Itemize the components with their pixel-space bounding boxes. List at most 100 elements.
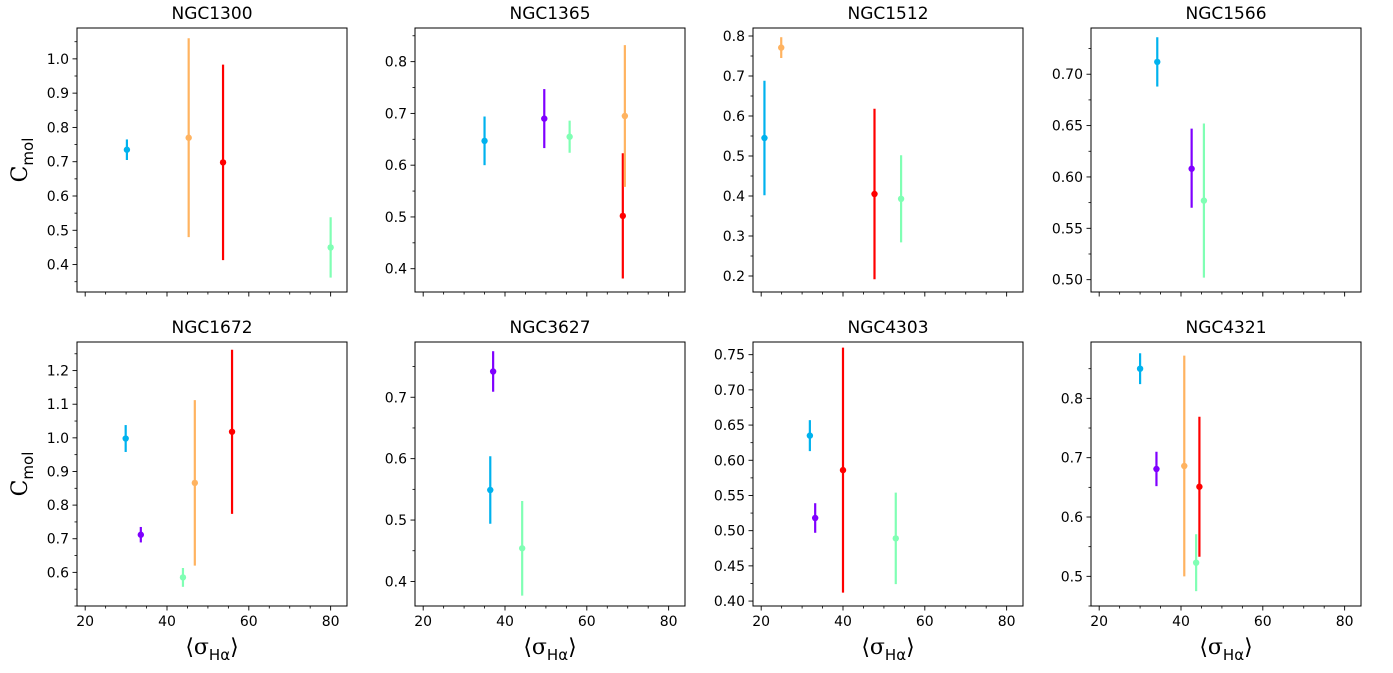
y-tick-label: 0.45	[714, 559, 745, 575]
data-point-mint	[180, 574, 186, 580]
data-point-red	[229, 429, 235, 435]
panel-title: NGC1672	[171, 318, 252, 338]
x-tick-label: 80	[660, 614, 678, 630]
panel-title: NGC1365	[509, 4, 590, 24]
data-point-orange	[778, 44, 784, 50]
data-point-cyan	[761, 135, 767, 141]
x-tick-label: 80	[1336, 614, 1354, 630]
data-point-mint	[1201, 197, 1207, 203]
data-point-cyan	[487, 487, 493, 493]
y-tick-label: 0.6	[1061, 510, 1083, 526]
y-tick-label: 0.8	[47, 120, 69, 136]
data-point-purple	[138, 532, 144, 538]
y-tick-label: 0.8	[1061, 391, 1083, 407]
y-tick-label: 0.5	[1061, 569, 1083, 585]
panel-title: NGC1566	[1185, 4, 1266, 24]
y-tick-label: 0.6	[385, 452, 407, 468]
x-axis-label: ⟨σHα⟩	[185, 635, 238, 664]
panel-ngc1365: NGC1365 0.4 0.5 0.6 0.7 0.8	[385, 4, 685, 297]
y-axis-label: Cmol	[8, 138, 37, 183]
data-point-mint	[898, 196, 904, 202]
y-tick-label: 0.6	[385, 158, 407, 174]
panel-title: NGC1512	[847, 4, 928, 24]
panel-title: NGC3627	[509, 318, 590, 338]
x-tick-label: 20	[752, 614, 770, 630]
y-tick-label: 0.50	[1052, 273, 1083, 289]
y-tick-label: 0.7	[385, 390, 407, 406]
axes-frame	[415, 342, 685, 606]
x-tick-label: 20	[1090, 614, 1108, 630]
y-tick-label: 0.4	[723, 189, 745, 205]
panel-ngc1672: NGC1672 0.6 0.7 0.8 0.9 1.0 1.1 1.2 20 40 60 80 Cmol…	[8, 318, 347, 664]
data-point-mint	[1193, 559, 1199, 565]
y-tick-label: 0.70	[714, 383, 745, 399]
y-tick-label: 0.4	[385, 574, 407, 590]
x-tick-label: 40	[1172, 614, 1190, 630]
x-tick-label: 20	[414, 614, 432, 630]
y-axis-label: Cmol	[8, 452, 37, 497]
y-tick-label: 0.7	[47, 155, 69, 171]
data-point-red	[220, 159, 226, 165]
y-tick-label: 1.2	[47, 364, 69, 380]
y-tick-label: 0.9	[47, 464, 69, 480]
data-point-orange	[622, 113, 628, 119]
panel-ngc4303: NGC4303 0.40 0.45 0.50 0.55 0.60 0.65 0.70 0.75 2…	[714, 318, 1023, 664]
panel-ngc3627: NGC3627 0.4 0.5 0.6 0.7 20 40 60 80 ⟨σHα⟩	[385, 318, 685, 664]
data-point-purple	[490, 368, 496, 374]
y-tick-label: 0.9	[47, 86, 69, 102]
y-tick-label: 1.0	[47, 52, 69, 68]
axes-frame	[77, 342, 347, 606]
y-tick-label: 0.6	[47, 565, 69, 581]
data-point-cyan	[1137, 365, 1143, 371]
x-tick-label: 60	[578, 614, 596, 630]
axes-frame	[753, 28, 1023, 292]
y-tick-label: 0.50	[714, 524, 745, 540]
axes-frame	[753, 342, 1023, 606]
data-point-purple	[1188, 166, 1194, 172]
y-tick-label: 0.7	[1061, 451, 1083, 467]
y-tick-label: 0.5	[47, 223, 69, 239]
x-axis-label: ⟨σHα⟩	[523, 635, 576, 664]
y-tick-label: 0.55	[1052, 221, 1083, 237]
y-tick-label: 0.5	[723, 149, 745, 165]
data-point-mint	[327, 244, 333, 250]
data-point-red	[840, 467, 846, 473]
data-point-red	[871, 191, 877, 197]
panel-title: NGC4321	[1185, 318, 1266, 338]
data-point-purple	[812, 515, 818, 521]
y-tick-label: 0.4	[47, 258, 69, 274]
data-point-cyan	[807, 432, 813, 438]
panel-ngc1300: NGC1300 0.4 0.5 0.6 0.7 0.8 0.9 1.0 Cmol	[8, 4, 347, 297]
x-tick-label: 60	[240, 614, 258, 630]
x-tick-label: 40	[834, 614, 852, 630]
y-tick-label: 0.65	[1052, 119, 1083, 135]
y-tick-label: 0.8	[47, 498, 69, 514]
x-tick-label: 80	[998, 614, 1016, 630]
data-point-red	[620, 213, 626, 219]
x-tick-label: 20	[76, 614, 94, 630]
y-tick-label: 0.7	[723, 69, 745, 85]
axes-frame	[77, 28, 347, 292]
y-tick-label: 0.60	[714, 453, 745, 469]
y-tick-label: 0.70	[1052, 67, 1083, 83]
x-tick-label: 40	[158, 614, 176, 630]
panel-ngc1566: NGC1566 0.50 0.55 0.60 0.65 0.70	[1052, 4, 1361, 297]
data-point-red	[1196, 484, 1202, 490]
y-tick-label: 0.2	[723, 269, 745, 285]
data-point-orange	[1181, 463, 1187, 469]
data-point-mint	[519, 545, 525, 551]
y-tick-label: 0.6	[723, 109, 745, 125]
data-point-orange	[192, 480, 198, 486]
y-tick-label: 0.40	[714, 594, 745, 610]
panel-title: NGC1300	[171, 4, 252, 24]
x-axis-label: ⟨σHα⟩	[1199, 635, 1252, 664]
axes-frame	[415, 28, 685, 292]
x-tick-label: 60	[1254, 614, 1272, 630]
x-tick-label: 40	[496, 614, 514, 630]
data-point-mint	[893, 535, 899, 541]
y-tick-label: 0.4	[385, 262, 407, 278]
y-tick-label: 0.5	[385, 210, 407, 226]
data-point-purple	[1153, 466, 1159, 472]
data-point-cyan	[1154, 59, 1160, 65]
data-point-purple	[541, 115, 547, 121]
